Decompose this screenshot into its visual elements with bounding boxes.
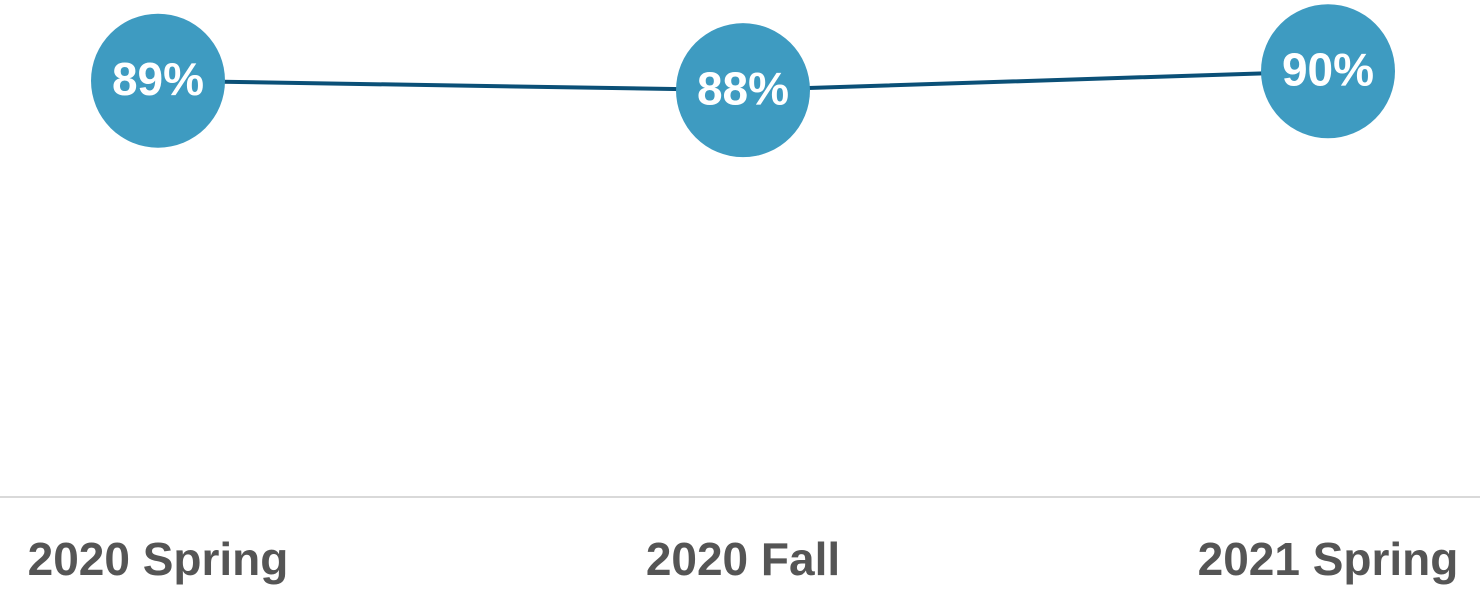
marker	[1261, 4, 1395, 139]
x-tick-label: 2021 Spring	[1198, 533, 1459, 585]
x-tick-label: 2020 Fall	[646, 533, 840, 585]
data-label: 89%	[112, 53, 204, 105]
marker	[91, 13, 225, 148]
data-label: 90%	[1282, 43, 1374, 95]
x-tick-label: 2020 Spring	[28, 533, 289, 585]
data-label: 88%	[697, 62, 789, 114]
marker	[676, 23, 810, 158]
